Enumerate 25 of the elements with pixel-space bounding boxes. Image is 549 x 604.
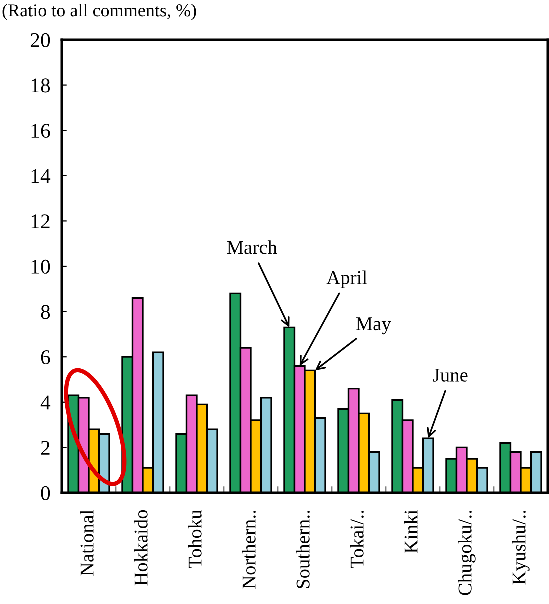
y-tick-label: 8 — [41, 305, 50, 320]
y-tick-label: 0 — [41, 486, 50, 500]
y-tick-label: 10 — [32, 260, 50, 274]
y-tick-label: 2 — [41, 441, 50, 455]
y-tick-label: 14 — [32, 169, 51, 184]
x-tick-label: Kinki — [404, 510, 418, 554]
y-tick-label: 16 — [32, 124, 50, 138]
x-tick-label: Kyushu/.. — [512, 510, 530, 585]
y-tick-label: 4 — [40, 396, 51, 410]
text: May — [356, 318, 392, 335]
x-tick-label: Tohoku — [188, 510, 202, 568]
x-tick-label: National — [80, 510, 94, 576]
x-tick-label: Tokai/.. — [350, 510, 364, 568]
x-tick-label: Chugoku/.. — [458, 510, 476, 596]
x-tick-label: Northern.. — [242, 510, 256, 590]
y-tick-label: 6 — [41, 350, 50, 365]
text: April — [326, 270, 368, 288]
x-tick-label: Southern.. — [296, 510, 310, 588]
text: June — [433, 368, 468, 382]
y-tick-label: 20 — [30, 33, 50, 48]
y-tick-label: 18 — [32, 78, 50, 93]
y-axis-title: (Ratio to all comments, %) — [2, 4, 196, 20]
text: March — [227, 240, 278, 254]
x-tick-label: Hokkaido — [134, 510, 148, 586]
y-tick-label: 12 — [32, 214, 50, 228]
